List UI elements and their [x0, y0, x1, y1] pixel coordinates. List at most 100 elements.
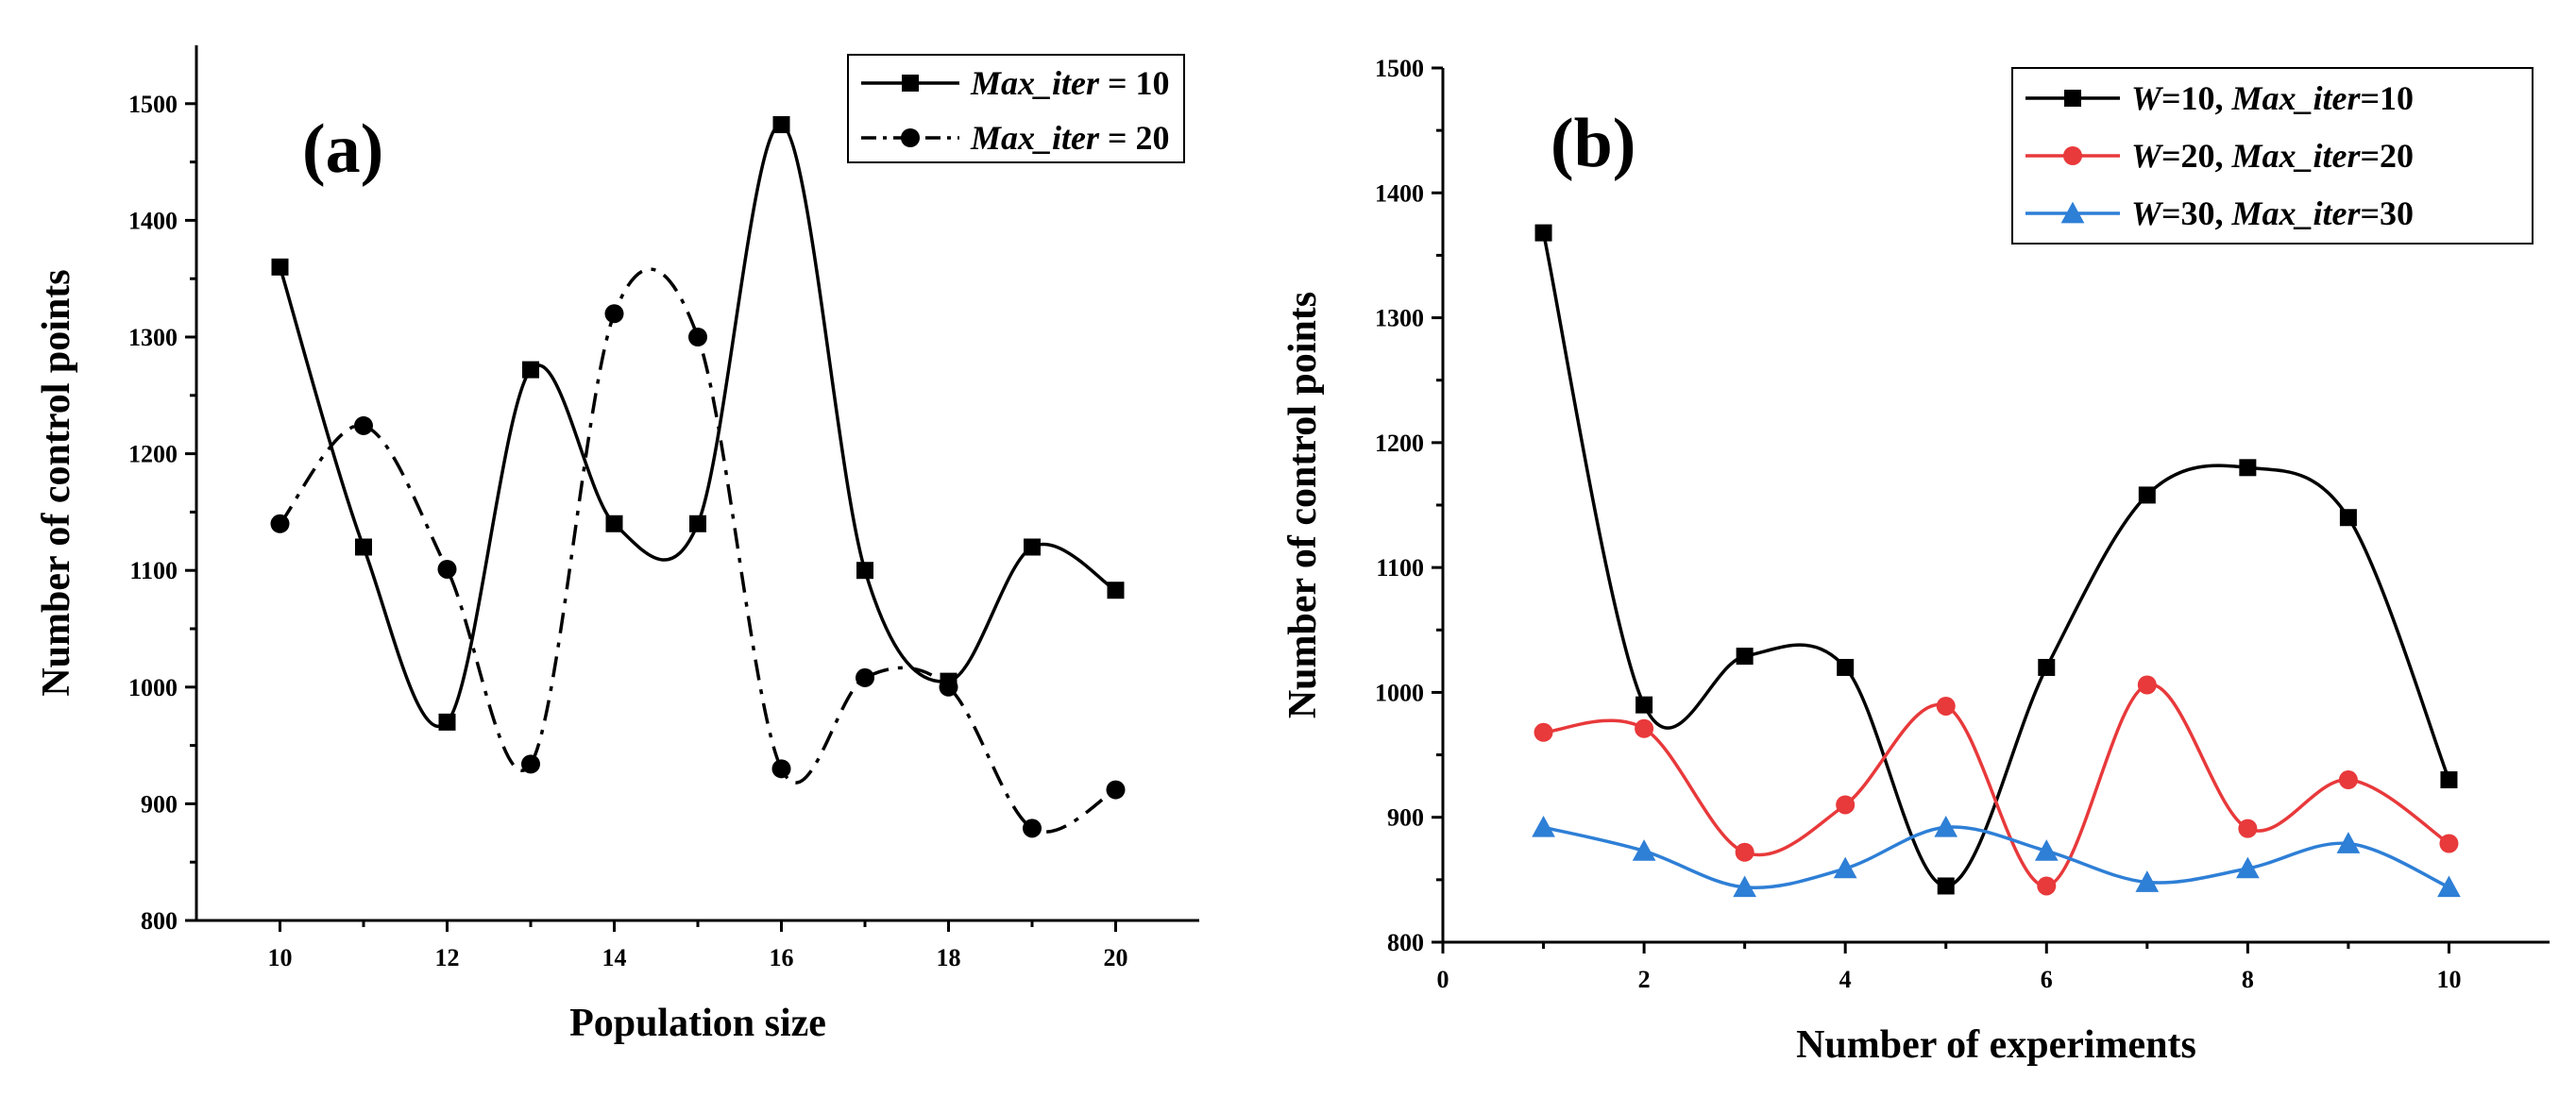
- data-point: [1024, 538, 1041, 556]
- data-point: [354, 415, 373, 435]
- y-tick-label: 1200: [128, 441, 178, 468]
- panel-b-chart: 800 900 1000 1100 1200 1300 1400 1500 0 2 4 6 8 10 Num…: [1281, 55, 2550, 1067]
- y-tick-label: 800: [1387, 929, 1424, 956]
- data-point: [2338, 770, 2358, 790]
- data-point: [1534, 722, 1553, 742]
- data-point: [2339, 509, 2357, 527]
- data-point: [772, 116, 790, 134]
- data-point: [2239, 459, 2257, 477]
- data-point: [1736, 648, 1754, 666]
- data-point: [688, 328, 707, 346]
- data-point: [437, 559, 457, 579]
- data-point: [1532, 815, 1555, 837]
- series-line: [1541, 232, 2451, 888]
- x-axis-title: Number of experiments: [1796, 1023, 2196, 1067]
- data-point: [939, 677, 958, 697]
- data-point: [2440, 771, 2458, 789]
- x-tick-label: 8: [2242, 966, 2254, 993]
- y-tick-label: 1100: [1376, 554, 1424, 582]
- data-point: [522, 361, 539, 379]
- data-point: [2336, 832, 2361, 853]
- x-tick-label: 10: [268, 944, 293, 971]
- series-3: [1532, 815, 2461, 898]
- data-point: [2437, 875, 2461, 898]
- data-point: [1107, 582, 1125, 599]
- data-point: [1735, 842, 1754, 862]
- y-tick-label: 1200: [1375, 430, 1424, 457]
- panel-a-chart: 800 900 1000 1100 1200 1300 1400 1500 10 12 14 16 18…: [35, 45, 1199, 1045]
- y-tick-label: 1400: [1375, 179, 1424, 207]
- y-tick-label: 1000: [128, 674, 178, 701]
- series-line: [1543, 683, 2450, 888]
- y-tick-label: 1000: [1375, 679, 1424, 706]
- legend-marker: [2064, 90, 2081, 107]
- y-tick-label: 1500: [1375, 55, 1424, 82]
- legend-entry: W=20, Max_iter=20: [2131, 137, 2414, 175]
- y-tick-label: 1400: [128, 207, 178, 234]
- data-point: [689, 515, 706, 532]
- data-point: [2236, 856, 2260, 879]
- data-point: [438, 713, 456, 731]
- data-point: [2238, 819, 2258, 838]
- data-point: [2038, 658, 2056, 676]
- x-tick-label: 6: [2041, 966, 2053, 993]
- data-point: [771, 759, 791, 779]
- data-point: [2439, 834, 2459, 853]
- data-point: [2137, 675, 2157, 695]
- series-1: [271, 116, 1125, 731]
- data-point: [2034, 839, 2059, 861]
- y-axis-title: Number of control points: [1281, 292, 1325, 718]
- legend: Max_iter = 10 Max_iter = 20: [847, 54, 1185, 163]
- x-tick-label: 20: [1104, 944, 1128, 971]
- data-point: [1632, 839, 1656, 861]
- legend-marker: [902, 75, 919, 92]
- panel-label: (a): [302, 110, 383, 188]
- data-point: [1837, 658, 1855, 676]
- data-point: [1534, 224, 1552, 242]
- data-point: [1023, 819, 1042, 838]
- data-point: [1934, 815, 1958, 837]
- data-point: [1733, 875, 1756, 898]
- x-tick-label: 0: [1437, 966, 1449, 993]
- data-point: [1836, 795, 1856, 815]
- data-point: [1833, 856, 1857, 879]
- y-tick-label: 800: [141, 907, 178, 935]
- legend-entry: Max_iter = 10: [970, 64, 1170, 102]
- data-point: [2135, 870, 2160, 892]
- data-point: [271, 258, 289, 276]
- series-2: [1534, 675, 2459, 896]
- legend-marker: [2063, 146, 2082, 165]
- data-point: [2037, 876, 2057, 896]
- series-line: [1543, 825, 2450, 890]
- data-point: [605, 515, 623, 532]
- x-tick-label: 10: [2436, 966, 2461, 993]
- legend-entry: W=10, Max_iter=10: [2131, 79, 2414, 117]
- data-point: [2138, 486, 2156, 504]
- y-tick-label: 900: [141, 790, 178, 818]
- panel-label: (b): [1551, 105, 1635, 182]
- x-tick-label: 16: [770, 944, 794, 971]
- series-line: [279, 267, 1117, 834]
- y-tick-label: 1100: [129, 557, 178, 584]
- legend-entry: Max_iter = 20: [970, 119, 1170, 157]
- legend-marker: [2060, 201, 2085, 224]
- x-tick-label: 4: [1839, 966, 1852, 993]
- series-line: [278, 123, 1117, 729]
- x-tick-label: 2: [1638, 966, 1651, 993]
- x-tick-label: 12: [435, 944, 460, 971]
- data-point: [1937, 877, 1955, 895]
- series-2: [270, 267, 1126, 838]
- data-point: [1635, 696, 1653, 714]
- y-tick-label: 1500: [128, 91, 178, 118]
- data-point: [1106, 780, 1126, 800]
- legend-entry: W=30, Max_iter=30: [2131, 194, 2414, 232]
- data-point: [1635, 718, 1654, 738]
- y-tick-label: 1300: [128, 324, 178, 351]
- y-tick-label: 900: [1387, 804, 1424, 832]
- x-tick-label: 18: [937, 944, 961, 971]
- data-point: [355, 538, 372, 556]
- y-axis-title: Number of control points: [35, 269, 78, 696]
- y-tick-label: 1300: [1375, 305, 1424, 332]
- data-point: [270, 514, 290, 533]
